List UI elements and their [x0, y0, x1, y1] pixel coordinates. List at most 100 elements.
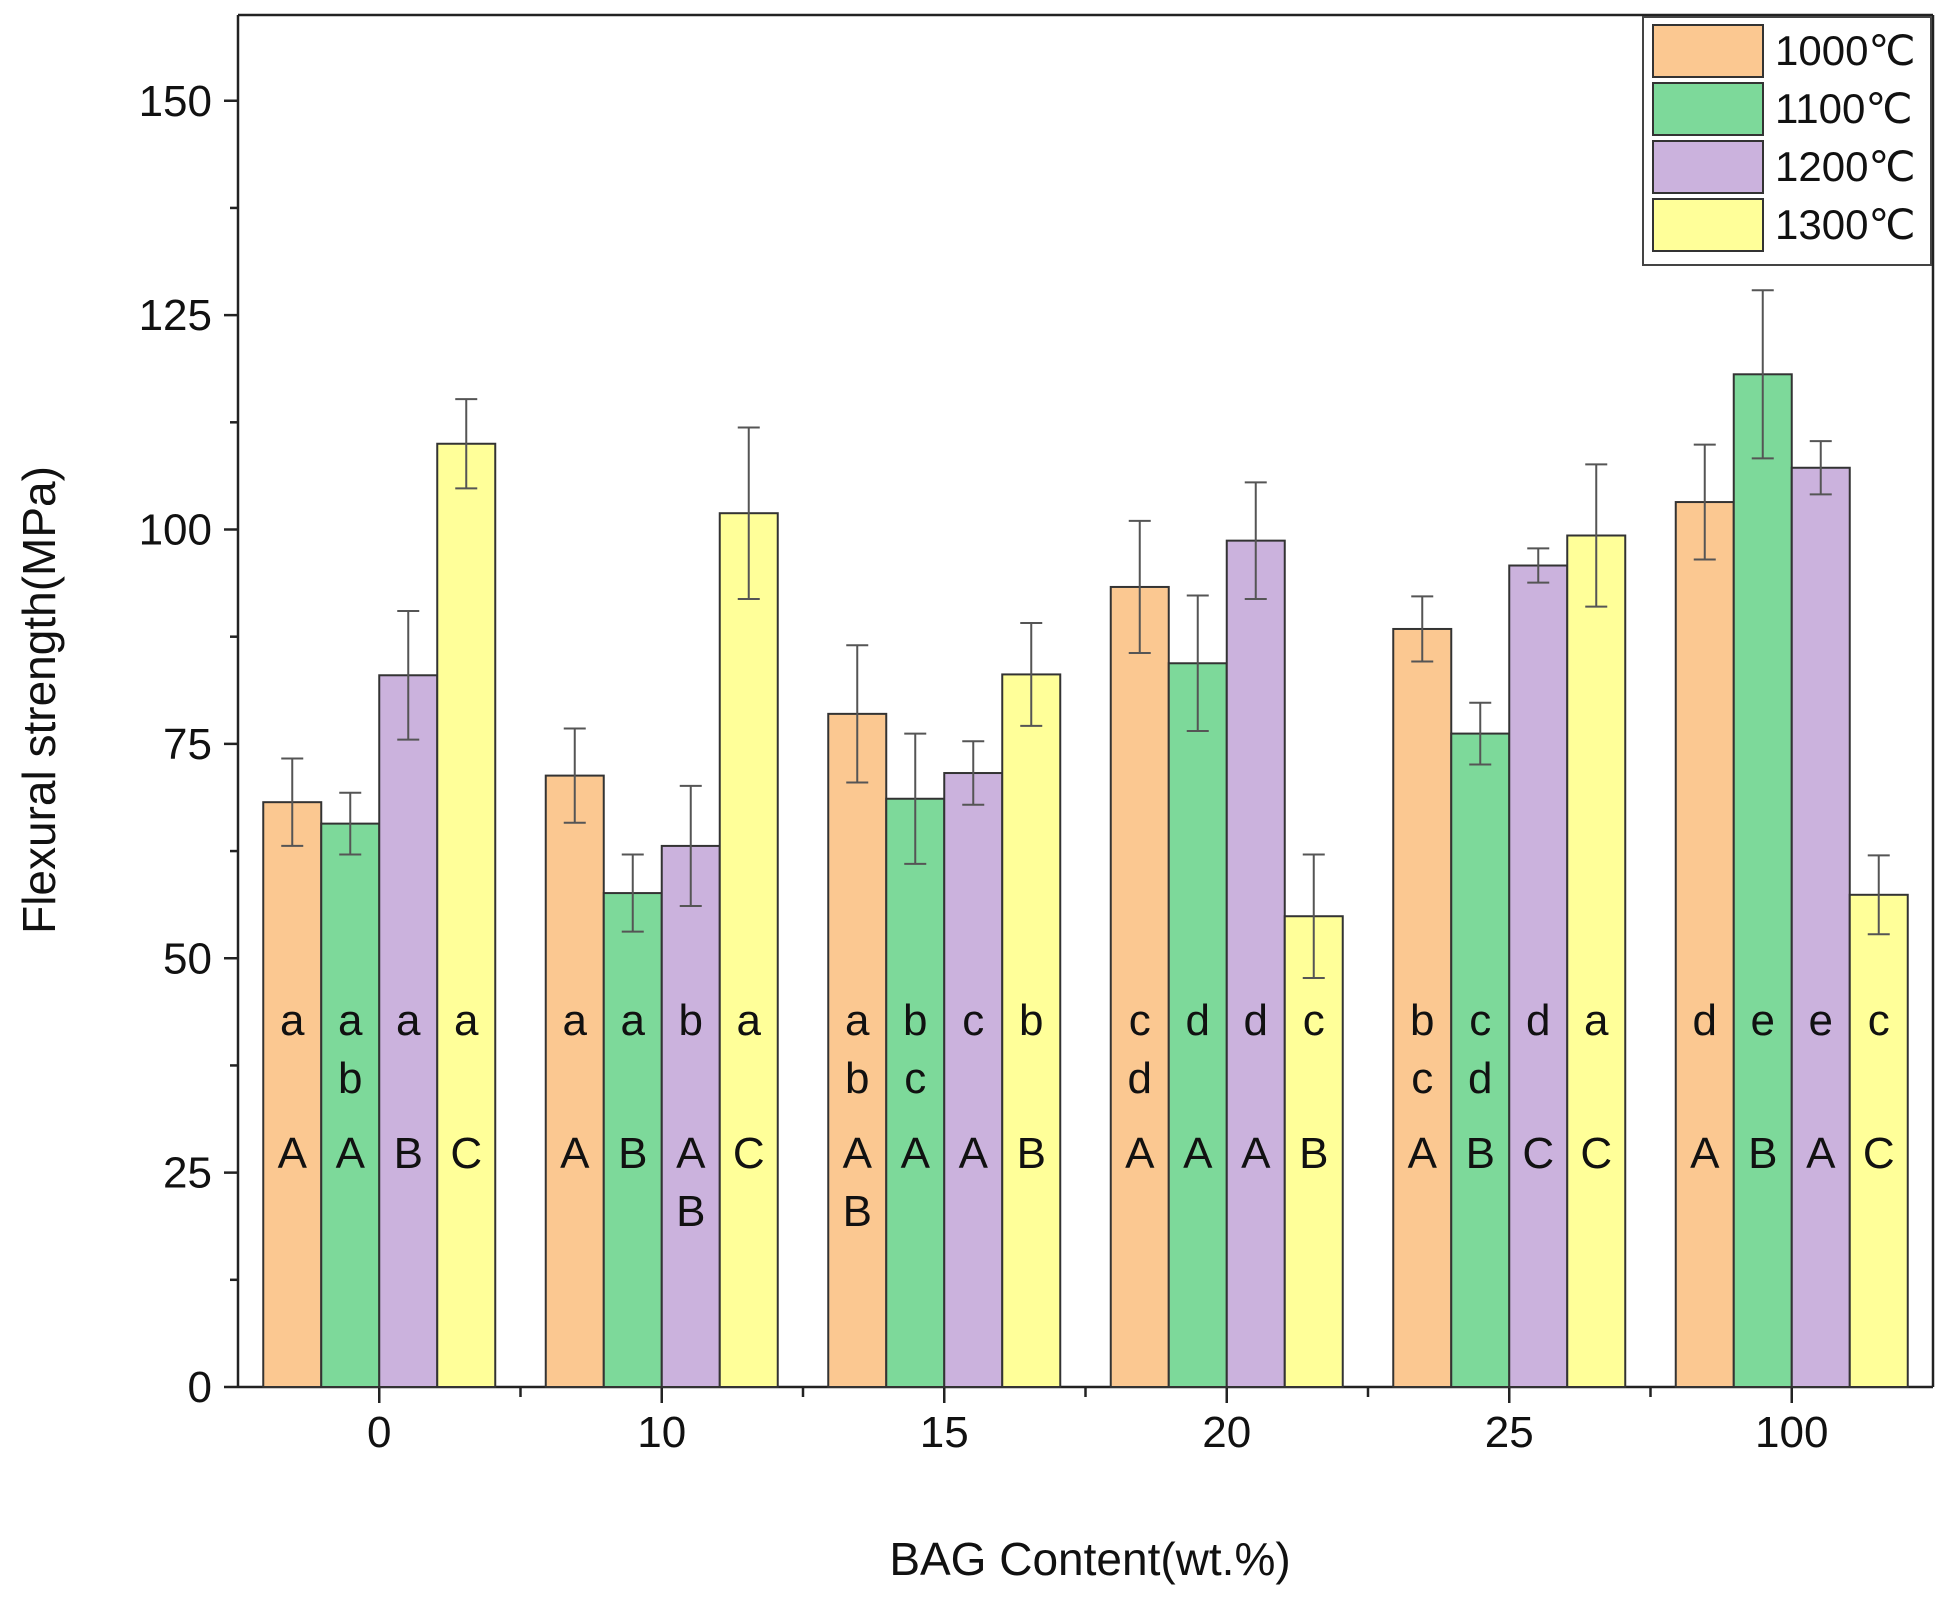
significance-letter-upper: A — [1408, 1129, 1438, 1178]
significance-letter-upper: A — [959, 1129, 989, 1178]
significance-letter-lower: a — [338, 996, 363, 1045]
bar — [262, 801, 323, 1388]
significance-letter-upper: A — [1806, 1129, 1836, 1178]
bar — [1848, 893, 1909, 1388]
significance-letter-lower: a — [845, 996, 870, 1045]
x-tick-label: 25 — [1485, 1408, 1534, 1457]
x-tick-label: 100 — [1755, 1408, 1828, 1457]
significance-letter-upper: B — [618, 1129, 647, 1178]
significance-letter-upper: B — [1748, 1129, 1777, 1178]
significance-letter-lower: d — [1244, 996, 1268, 1045]
legend-swatch — [1652, 24, 1764, 78]
significance-letter-lower: d — [1468, 1054, 1492, 1103]
bar — [827, 712, 888, 1388]
significance-letter-upper: C — [1863, 1129, 1895, 1178]
significance-letter-upper: B — [1299, 1129, 1328, 1178]
legend-label: 1200℃ — [1775, 143, 1916, 190]
bar — [1450, 732, 1511, 1388]
legend: 1000℃ 1100℃ 1200℃ 1300℃ — [1642, 16, 1932, 266]
bars-layer — [262, 289, 1909, 1389]
bar — [943, 772, 1004, 1388]
x-tick-label: 15 — [920, 1408, 969, 1457]
legend-label: 1300℃ — [1775, 201, 1916, 248]
bar — [718, 512, 779, 1388]
significance-letter-lower: c — [1303, 996, 1325, 1045]
significance-letter-lower: b — [1410, 996, 1434, 1045]
significance-letter-lower: b — [1019, 996, 1043, 1045]
axes-layer: 0 25 50 75 100 125 150 0 10 15 20 25 100 — [139, 13, 1935, 1457]
letters-layer: aAabAaBaCaAaBbABaCabABbcAcAbBcdAdAdAcBbc… — [278, 996, 1895, 1236]
bar — [320, 822, 381, 1388]
significance-letter-upper: A — [1183, 1129, 1213, 1178]
significance-letter-lower: b — [845, 1054, 869, 1103]
significance-letter-upper: A — [336, 1129, 366, 1178]
bar — [1508, 564, 1569, 1388]
significance-letter-lower: c — [962, 996, 984, 1045]
significance-letter-lower: e — [1751, 996, 1775, 1045]
significance-letter-lower: a — [396, 996, 421, 1045]
significance-letter-lower: d — [1693, 996, 1717, 1045]
y-tick-label: 150 — [139, 77, 212, 126]
significance-letter-lower: a — [563, 996, 588, 1045]
bar — [885, 797, 946, 1388]
y-tick-label: 25 — [163, 1149, 212, 1198]
y-tick-label: 100 — [139, 506, 212, 555]
significance-letter-lower: c — [1469, 996, 1491, 1045]
y-axis-title: Flexural strength(MPa) — [13, 466, 65, 934]
significance-letter-lower: c — [1411, 1054, 1433, 1103]
significance-letter-upper: A — [278, 1129, 308, 1178]
significance-letter-upper: B — [394, 1129, 423, 1178]
x-tick-label: 20 — [1202, 1408, 1251, 1457]
legend-swatch — [1652, 140, 1764, 194]
significance-letter-lower: a — [621, 996, 646, 1045]
significance-letter-upper: A — [560, 1129, 590, 1178]
significance-letter-lower: a — [454, 996, 479, 1045]
significance-letter-lower: c — [1868, 996, 1890, 1045]
significance-letter-upper: C — [450, 1129, 482, 1178]
bar — [436, 442, 497, 1388]
y-tick-label: 75 — [163, 720, 212, 769]
legend-swatch — [1652, 198, 1764, 252]
significance-letter-lower: e — [1809, 996, 1833, 1045]
significance-letter-upper: A — [1241, 1129, 1271, 1178]
x-axis-title: BAG Content(wt.%) — [889, 1533, 1290, 1585]
significance-letter-lower: d — [1128, 1054, 1152, 1103]
significance-letter-upper: B — [676, 1187, 705, 1236]
x-tick-label: 0 — [367, 1408, 391, 1457]
significance-letter-upper: A — [901, 1129, 931, 1178]
significance-letter-lower: d — [1186, 996, 1210, 1045]
bar — [1790, 466, 1851, 1388]
significance-letter-upper: C — [1580, 1129, 1612, 1178]
bar — [544, 774, 605, 1388]
bar — [1283, 915, 1344, 1388]
y-tick-label: 50 — [163, 934, 212, 983]
bar — [1225, 539, 1286, 1388]
bar — [660, 844, 721, 1388]
significance-letter-lower: d — [1526, 996, 1550, 1045]
bar — [1109, 585, 1170, 1388]
bar — [1392, 627, 1453, 1388]
legend-label: 1100℃ — [1775, 85, 1912, 132]
significance-letter-upper: B — [1466, 1129, 1495, 1178]
bar — [1674, 501, 1735, 1388]
significance-letter-lower: c — [1129, 996, 1151, 1045]
y-tick-label: 125 — [139, 291, 212, 340]
significance-letter-upper: A — [676, 1129, 706, 1178]
significance-letter-upper: C — [733, 1129, 765, 1178]
bar — [1001, 673, 1062, 1388]
significance-letter-lower: a — [737, 996, 762, 1045]
bar — [602, 892, 663, 1389]
significance-letter-lower: a — [1584, 996, 1609, 1045]
significance-letter-upper: B — [843, 1187, 872, 1236]
significance-letter-lower: c — [904, 1054, 926, 1103]
legend-label: 1000℃ — [1775, 27, 1916, 74]
significance-letter-upper: A — [843, 1129, 873, 1178]
significance-letter-lower: b — [903, 996, 927, 1045]
bar — [1732, 373, 1793, 1389]
y-tick-label: 0 — [188, 1363, 212, 1412]
significance-letter-upper: B — [1017, 1129, 1046, 1178]
significance-letter-upper: A — [1690, 1129, 1720, 1178]
bar — [1566, 534, 1627, 1388]
significance-letter-lower: a — [280, 996, 305, 1045]
